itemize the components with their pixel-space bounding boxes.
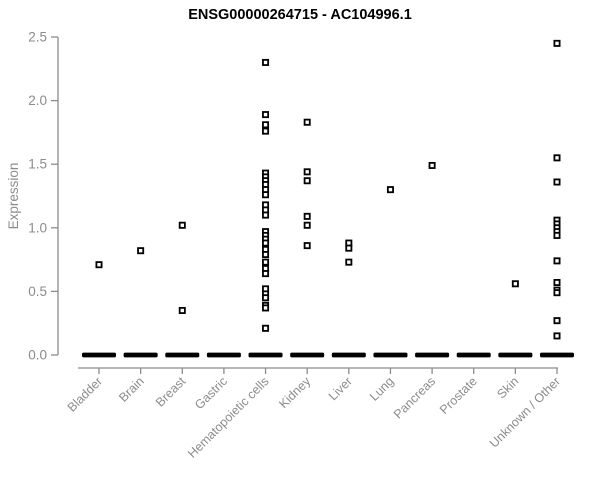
data-point [386,186,394,194]
data-point [178,221,186,229]
y-tick-label: 2.0 [28,93,47,108]
data-point [511,280,519,288]
data-point [137,247,145,255]
data-point [262,191,270,199]
data-point [303,212,311,220]
x-tick-label: Breast [153,374,189,410]
data-point [553,317,561,325]
y-tick-label: 1.5 [28,157,47,172]
zero-expression-cluster [165,352,200,358]
data-point [553,278,561,286]
x-tick-label: Gastric [192,374,230,412]
chart-title: ENSG00000264715 - AC104996.1 [188,7,412,23]
x-tick-label: Hematopoietic cells [185,374,272,461]
x-tick-label: Liver [326,374,355,403]
data-point [95,261,103,269]
data-point [553,257,561,265]
y-axis-label: Expression [6,162,21,230]
data-point [262,304,270,312]
y-tick-label: 0.5 [28,284,47,299]
x-tick-label: Brain [116,374,147,405]
zero-expression-cluster [373,352,408,358]
data-point [262,251,270,259]
zero-expression-cluster [123,352,158,358]
x-tick-label: Bladder [65,374,105,414]
data-point [303,168,311,176]
x-tick-label: Skin [494,374,521,401]
data-point [553,178,561,186]
data-point [553,39,561,47]
data-point [262,258,270,266]
y-tick-label: 2.5 [28,30,47,45]
data-point [262,270,270,278]
data-point [262,211,270,219]
zero-expression-cluster [456,352,491,358]
data-point [553,154,561,162]
data-point [345,258,353,266]
zero-expression-cluster [82,352,116,358]
zero-expression-cluster [248,352,283,358]
data-point [303,118,311,126]
data-point [303,177,311,185]
data-point [303,242,311,250]
data-point [428,161,436,169]
x-tick-label: Prostate [437,374,480,417]
zero-expression-cluster [540,352,574,358]
data-point [303,221,311,229]
data-point [178,306,186,314]
x-tick-label: Kidney [276,374,313,411]
zero-expression-cluster [206,352,241,358]
zero-expression-cluster [331,352,366,358]
zero-expression-cluster [415,352,450,358]
data-point [262,111,270,119]
data-point [553,231,561,239]
data-point [262,324,270,332]
data-point [262,121,270,129]
x-tick-label: Pancreas [391,374,438,421]
data-point [262,127,270,135]
zero-expression-cluster [290,352,325,358]
data-point [262,239,270,247]
data-point [345,244,353,252]
x-tick-label: Lung [367,374,397,404]
y-tick-label: 1.0 [28,220,47,235]
y-tick-label: 0.0 [28,348,47,363]
zero-expression-cluster [498,352,533,358]
data-point [553,289,561,297]
data-point [262,58,270,66]
x-tick-label: Unknown / Other [487,374,563,450]
data-point [553,332,561,340]
data-point [262,294,270,302]
